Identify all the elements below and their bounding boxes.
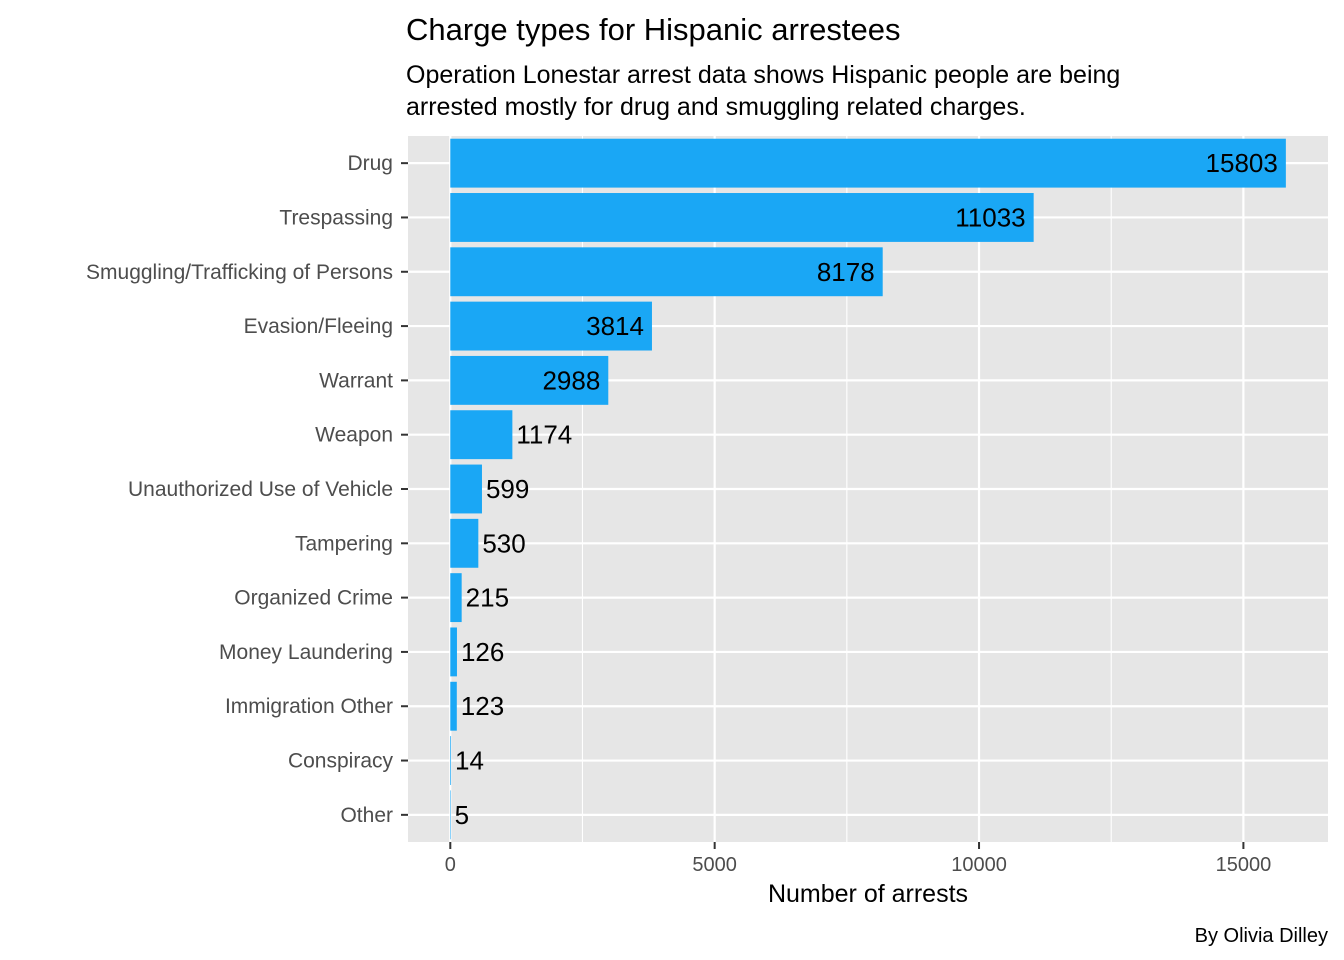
y-tick-label: Trespassing bbox=[279, 206, 393, 229]
y-tick-label: Unauthorized Use of Vehicle bbox=[128, 478, 393, 501]
chart-subtitle-line-1: Operation Lonestar arrest data shows His… bbox=[406, 61, 1120, 89]
x-tick-label: 5000 bbox=[692, 854, 737, 876]
bar bbox=[450, 138, 1286, 188]
bar bbox=[450, 193, 1034, 242]
y-tick-label: Smuggling/Trafficking of Persons bbox=[86, 261, 393, 284]
bar bbox=[450, 247, 883, 297]
bar-value-label: 126 bbox=[461, 637, 504, 667]
bar-value-label: 5 bbox=[455, 800, 469, 830]
bar bbox=[450, 627, 457, 677]
value-labels: 15803 11033 8178 3814 2988 1174 599 530 215 126 12… bbox=[455, 148, 1278, 830]
bar bbox=[450, 681, 457, 731]
y-tick-label: Weapon bbox=[315, 424, 393, 447]
bar-value-label: 599 bbox=[486, 474, 529, 504]
y-axis: Drug Trespassing Smuggling/Trafficking of … bbox=[86, 152, 408, 827]
y-tick-label: Immigration Other bbox=[225, 695, 393, 718]
y-tick-label: Other bbox=[340, 804, 393, 827]
bar-value-label: 14 bbox=[455, 746, 484, 776]
bar bbox=[450, 736, 452, 785]
bars bbox=[450, 138, 1286, 840]
bar-value-label: 15803 bbox=[1206, 148, 1278, 178]
bar bbox=[450, 355, 609, 405]
bar bbox=[450, 301, 652, 351]
bar-value-label: 1174 bbox=[516, 420, 572, 450]
x-tick-label: 0 bbox=[445, 854, 456, 876]
y-tick-label: Warrant bbox=[319, 369, 393, 392]
chart-subtitle-line-2: arrested mostly for drug and smuggling r… bbox=[406, 93, 1026, 121]
y-tick-label: Money Laundering bbox=[219, 641, 393, 664]
chart-caption: By Olivia Dilley bbox=[1195, 925, 1328, 947]
y-tick-label: Conspiracy bbox=[288, 750, 394, 773]
bar bbox=[450, 410, 513, 460]
bar-value-label: 11033 bbox=[955, 202, 1025, 232]
x-tick-label: 10000 bbox=[951, 854, 1007, 876]
bar bbox=[450, 464, 482, 514]
x-tick-label: 15000 bbox=[1216, 854, 1272, 876]
bar-value-label: 215 bbox=[466, 583, 509, 613]
bar bbox=[450, 790, 451, 840]
x-axis-title: Number of arrests bbox=[768, 880, 968, 908]
bar bbox=[450, 518, 479, 568]
y-tick-label: Evasion/Fleeing bbox=[244, 315, 393, 338]
y-tick-label: Organized Crime bbox=[234, 587, 393, 610]
bar-value-label: 123 bbox=[461, 691, 504, 721]
bar-value-label: 3814 bbox=[586, 311, 644, 341]
bar-value-label: 8178 bbox=[817, 257, 875, 287]
chart-title: Charge types for Hispanic arrestees bbox=[406, 12, 901, 47]
bar-value-label: 2988 bbox=[542, 365, 600, 395]
bar bbox=[450, 573, 462, 623]
bar-value-label: 530 bbox=[482, 528, 525, 558]
y-tick-label: Tampering bbox=[295, 532, 393, 555]
y-tick-label: Drug bbox=[347, 152, 393, 175]
x-axis: 0 5000 10000 15000 bbox=[445, 842, 1271, 876]
